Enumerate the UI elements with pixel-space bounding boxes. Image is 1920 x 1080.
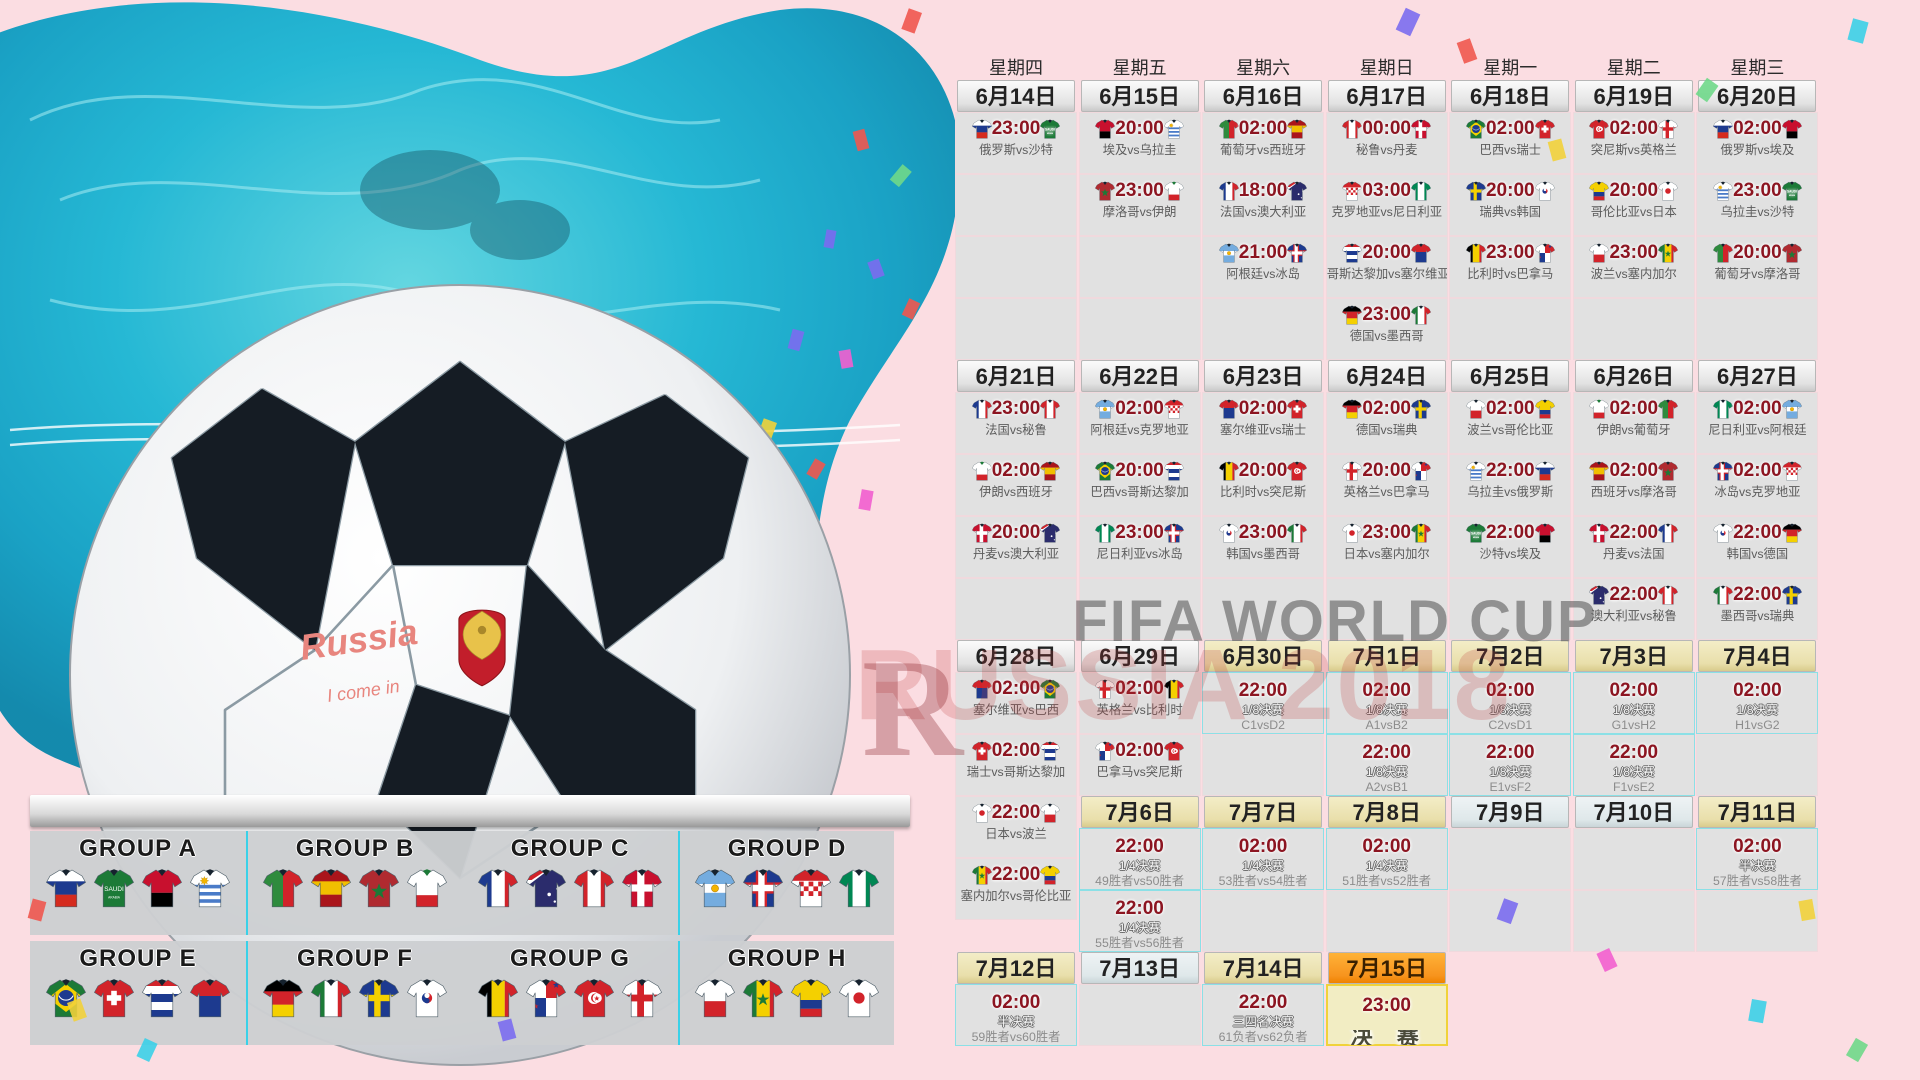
svg-text:SAUDI: SAUDI [1471,532,1481,536]
svg-text:SAUDI: SAUDI [1787,190,1797,194]
svg-text:SAUDI: SAUDI [1045,128,1055,132]
svg-text:SAUDI: SAUDI [104,886,124,893]
svg-text:ARABIA: ARABIA [108,895,121,899]
